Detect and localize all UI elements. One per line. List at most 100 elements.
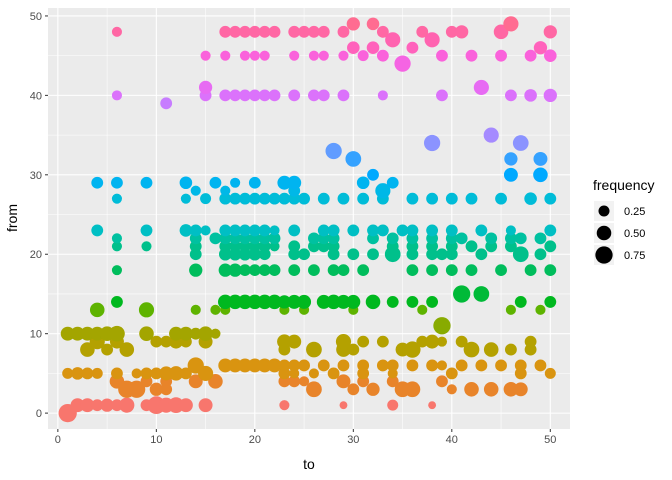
data-point xyxy=(347,224,360,237)
data-point xyxy=(534,248,547,261)
data-point xyxy=(111,241,122,252)
data-point xyxy=(366,41,380,55)
data-point xyxy=(179,367,192,380)
data-point xyxy=(140,224,153,237)
data-point xyxy=(375,183,391,199)
data-point xyxy=(168,366,184,381)
x-axis-title: to xyxy=(303,456,315,472)
data-point xyxy=(317,359,330,372)
data-point xyxy=(298,248,310,261)
data-point xyxy=(426,295,439,308)
data-point xyxy=(228,263,242,277)
data-point xyxy=(150,335,163,348)
data-point xyxy=(473,286,490,302)
data-point xyxy=(544,264,557,277)
data-point xyxy=(139,326,154,341)
data-point xyxy=(288,375,301,388)
data-point xyxy=(278,359,291,372)
data-point xyxy=(71,367,84,380)
data-point xyxy=(277,175,292,190)
data-point xyxy=(504,343,517,356)
data-point xyxy=(138,302,155,318)
data-point xyxy=(524,192,537,205)
data-point xyxy=(544,295,557,308)
data-point xyxy=(239,50,251,61)
data-point xyxy=(306,341,322,358)
data-point xyxy=(445,192,458,205)
data-point xyxy=(465,240,478,253)
data-point xyxy=(514,295,527,308)
data-point xyxy=(189,224,202,237)
data-point xyxy=(100,398,114,412)
data-point xyxy=(357,192,370,205)
data-point xyxy=(424,32,440,48)
data-point xyxy=(394,55,411,72)
data-point xyxy=(504,152,518,166)
data-point xyxy=(268,89,281,102)
data-point xyxy=(288,224,301,237)
data-point xyxy=(386,176,399,189)
data-point xyxy=(160,335,173,348)
y-axis-ticks: 0 10 20 30 40 50 xyxy=(30,11,48,420)
data-point xyxy=(455,335,468,348)
data-point xyxy=(327,264,340,277)
data-point xyxy=(89,302,105,318)
y-tick-label: 40 xyxy=(30,90,42,102)
data-point xyxy=(327,224,340,237)
data-point xyxy=(91,224,104,237)
legend-label: 0.50 xyxy=(624,228,645,240)
data-point xyxy=(308,264,320,277)
data-point xyxy=(229,224,242,237)
data-point xyxy=(338,50,349,61)
data-point xyxy=(220,50,231,61)
data-point xyxy=(503,382,519,397)
data-point xyxy=(417,304,428,315)
data-point xyxy=(543,88,557,103)
x-tick-label: 50 xyxy=(544,434,556,446)
data-point xyxy=(140,367,153,380)
data-point xyxy=(504,232,517,245)
data-point xyxy=(80,326,95,341)
data-point xyxy=(337,359,350,372)
data-point xyxy=(111,265,122,276)
panel-background xyxy=(48,8,570,429)
data-point xyxy=(228,358,243,373)
data-point xyxy=(230,177,241,188)
data-point xyxy=(210,328,221,339)
data-point xyxy=(189,327,202,340)
data-point xyxy=(209,232,222,245)
data-point xyxy=(406,224,419,237)
data-point xyxy=(219,89,232,102)
data-point xyxy=(436,336,448,347)
data-point xyxy=(219,192,232,205)
data-point xyxy=(248,176,261,189)
data-point xyxy=(62,367,74,379)
data-point xyxy=(248,192,261,205)
data-point xyxy=(200,225,211,236)
y-tick-label: 10 xyxy=(30,329,42,341)
data-point xyxy=(127,380,146,398)
data-point xyxy=(249,50,260,61)
data-point xyxy=(308,89,320,102)
data-point xyxy=(258,224,271,237)
data-point xyxy=(111,295,123,308)
data-point xyxy=(91,367,103,379)
x-axis-ticks: 0 10 20 30 40 50 xyxy=(55,429,556,446)
data-point xyxy=(505,304,516,315)
data-point xyxy=(534,359,547,372)
data-point xyxy=(423,134,441,152)
data-point xyxy=(200,193,212,205)
data-point xyxy=(288,25,301,38)
data-point xyxy=(386,232,399,245)
data-point xyxy=(376,335,389,348)
data-point xyxy=(327,367,340,380)
data-point xyxy=(475,224,488,237)
data-point xyxy=(317,89,330,102)
data-point xyxy=(376,359,389,372)
data-point xyxy=(504,89,517,102)
data-point xyxy=(298,25,310,38)
data-point xyxy=(464,382,479,397)
data-point xyxy=(475,359,488,372)
data-point xyxy=(70,398,85,413)
data-point xyxy=(317,224,330,237)
